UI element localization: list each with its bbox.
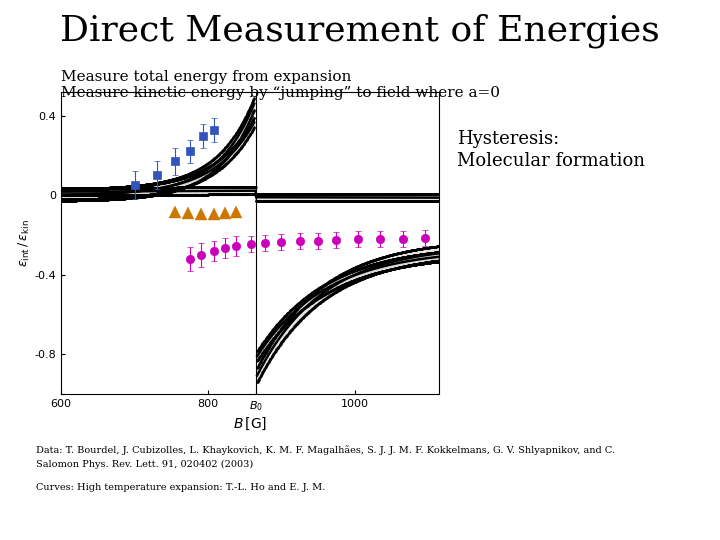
Text: Measure total energy from expansion: Measure total energy from expansion — [61, 70, 351, 84]
Y-axis label: $\varepsilon_{\rm int}\,/\,\varepsilon_{\rm kin}$: $\varepsilon_{\rm int}\,/\,\varepsilon_{… — [17, 219, 32, 267]
Text: Direct Measurement of Energies: Direct Measurement of Energies — [60, 14, 660, 48]
Text: Salomon Phys. Rev. Lett. 91, 020402 (2003): Salomon Phys. Rev. Lett. 91, 020402 (200… — [36, 460, 253, 469]
X-axis label: $B\,[{\rm G}]$: $B\,[{\rm G}]$ — [233, 416, 267, 432]
Text: Curves: High temperature expansion: T.-L. Ho and E. J. M.: Curves: High temperature expansion: T.-L… — [36, 483, 325, 492]
Text: Hysteresis:: Hysteresis: — [457, 130, 559, 147]
Text: Molecular formation: Molecular formation — [457, 152, 645, 170]
Text: Measure kinetic energy by “jumping” to field where a=0: Measure kinetic energy by “jumping” to f… — [61, 86, 500, 100]
Text: Data: T. Bourdel, J. Cubizolles, L. Khaykovich, K. M. F. Magalhães, S. J. J. M. : Data: T. Bourdel, J. Cubizolles, L. Khay… — [36, 446, 615, 455]
